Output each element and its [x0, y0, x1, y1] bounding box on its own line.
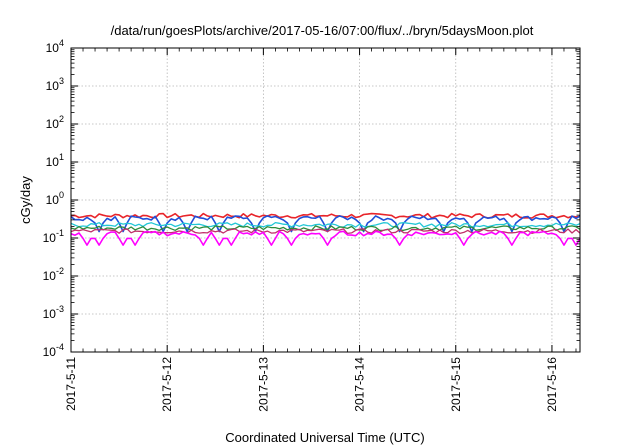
series-line — [70, 215, 581, 233]
y-tick-label: 10-4 — [43, 342, 64, 359]
y-axis: 10-4 10-3 10-2 10-1 100 101 102 103 104 — [43, 38, 580, 359]
chart-title: /data/run/goesPlots/archive/2017-05-16/0… — [111, 23, 534, 38]
x-tick-label: 2017-5-11 — [64, 357, 78, 411]
y-tick-label: 103 — [46, 76, 64, 93]
series-line — [70, 230, 581, 246]
y-tick-label: 100 — [46, 190, 64, 207]
x-axis-title: Coordinated Universal Time (UTC) — [225, 430, 424, 445]
series-line — [70, 221, 581, 228]
x-tick-label: 2017-5-15 — [449, 357, 463, 412]
y-tick-label: 101 — [46, 152, 64, 169]
x-tick-label: 2017-5-14 — [353, 357, 367, 412]
y-tick-label: 10-3 — [43, 304, 64, 321]
plot-frame — [70, 47, 581, 353]
x-tick-label: 2017-5-13 — [256, 357, 270, 412]
x-tick-label: 2017-5-12 — [160, 357, 174, 412]
series-line — [70, 212, 581, 219]
series-layer — [70, 212, 581, 246]
y-tick-label: 10-1 — [43, 228, 64, 245]
y-tick-label: 10-2 — [43, 266, 64, 283]
y-tick-label: 104 — [46, 38, 64, 55]
series-line — [70, 225, 581, 232]
grid — [71, 48, 580, 352]
y-axis-title: cGy/day — [18, 176, 33, 224]
x-tick-label: 2017-5-16 — [545, 357, 559, 412]
x-axis: 2017-5-11 2017-5-12 2017-5-13 2017-5-14 2017… — [64, 48, 577, 412]
y-tick-label: 102 — [46, 114, 64, 131]
